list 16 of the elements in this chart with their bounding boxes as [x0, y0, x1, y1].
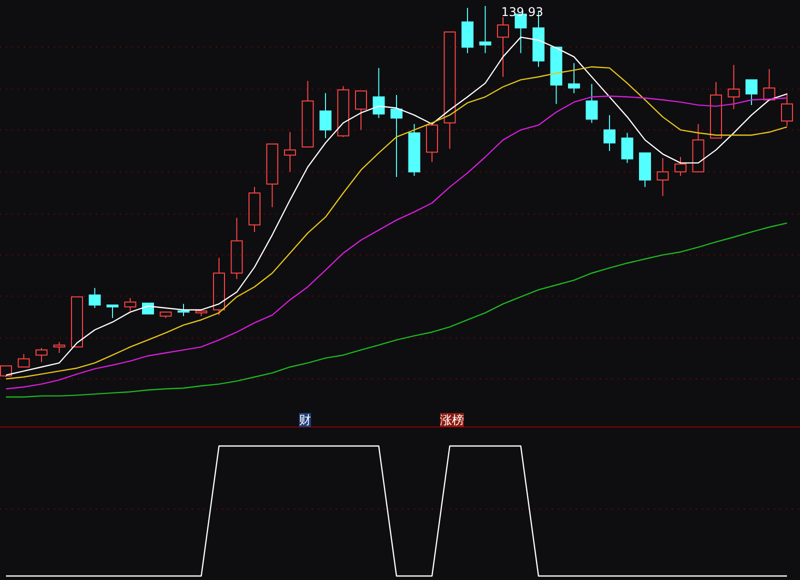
candlestick: [390, 94, 402, 178]
text: 涨榜: [440, 413, 464, 427]
candlestick: [248, 186, 260, 232]
candlestick: [781, 92, 793, 126]
candlestick: [284, 132, 296, 172]
candlestick: [230, 217, 243, 280]
candlestick: [320, 92, 332, 139]
annotation: 139.93: [501, 5, 544, 19]
candlestick: [728, 64, 740, 110]
text: 财: [299, 413, 311, 427]
candlestick: [462, 7, 474, 54]
candlestick: [656, 158, 669, 196]
candlestick: [497, 16, 509, 78]
candlestick: [604, 114, 616, 152]
candlestick: [586, 83, 598, 124]
candlestick: [479, 6, 492, 54]
